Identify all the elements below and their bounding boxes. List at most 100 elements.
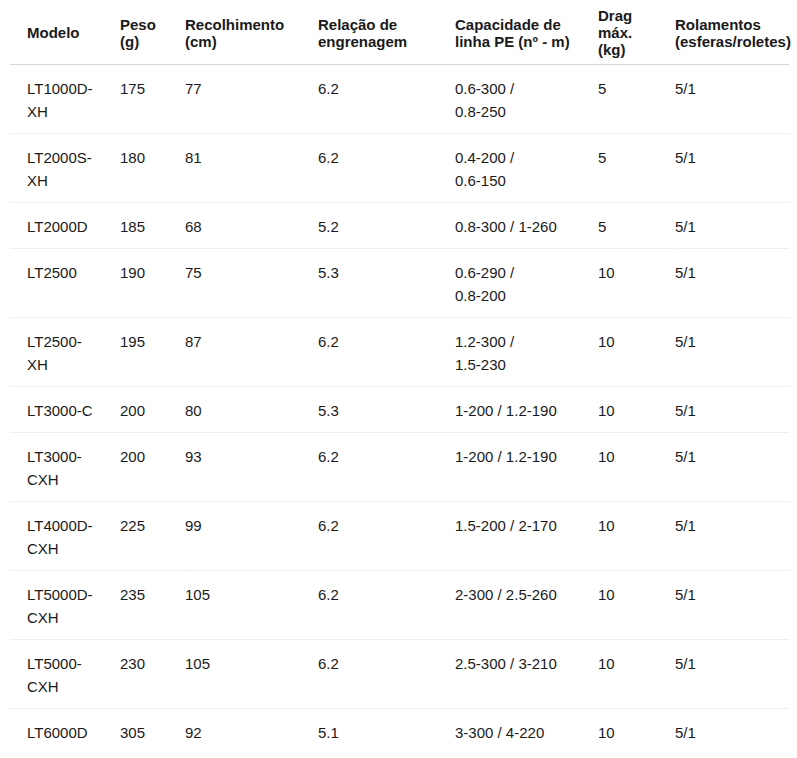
column-header-rolamentos: Rolamentos (esferas/roletes): [658, 0, 789, 65]
table-cell: 6.2: [301, 571, 438, 640]
table-cell: 230: [103, 640, 168, 709]
table-row: LT3000- CXH200936.21-200 / 1.2-190105/1: [10, 433, 789, 502]
table-cell: 195: [103, 318, 168, 387]
column-header-peso: Peso (g): [103, 0, 168, 65]
table-row: LT2000S- XH180816.20.4-200 / 0.6-15055/1: [10, 134, 789, 203]
table-cell: 68: [168, 203, 301, 249]
table-cell: 180: [103, 134, 168, 203]
table-cell: 5.1: [301, 709, 438, 755]
table-cell: LT2000S- XH: [10, 134, 103, 203]
table-cell: LT3000- CXH: [10, 433, 103, 502]
table-row: LT6000D305925.13-300 / 4-220105/1: [10, 709, 789, 755]
table-cell: 5/1: [658, 318, 789, 387]
table-cell: 1-200 / 1.2-190: [438, 387, 581, 433]
table-cell: 1.5-200 / 2-170: [438, 502, 581, 571]
table-cell: 0.8-300 / 1-260: [438, 203, 581, 249]
table-cell: LT6000D: [10, 709, 103, 755]
table-cell: 5.3: [301, 387, 438, 433]
table-cell: 105: [168, 571, 301, 640]
table-cell: 5/1: [658, 134, 789, 203]
table-cell: 6.2: [301, 433, 438, 502]
table-row: LT2500190755.30.6-290 / 0.8-200105/1: [10, 249, 789, 318]
table-cell: 10: [581, 640, 658, 709]
table-cell: LT1000D- XH: [10, 65, 103, 134]
table-cell: LT3000-C: [10, 387, 103, 433]
header-row: Modelo Peso (g) Recolhimento (cm) Relaçã…: [10, 0, 789, 65]
table-cell: 5.3: [301, 249, 438, 318]
table-header: Modelo Peso (g) Recolhimento (cm) Relaçã…: [10, 0, 789, 65]
table-cell: 6.2: [301, 134, 438, 203]
table-row: LT2500- XH195876.21.2-300 / 1.5-230105/1: [10, 318, 789, 387]
table-cell: LT2500: [10, 249, 103, 318]
table-cell: 10: [581, 502, 658, 571]
table-row: LT5000D- CXH2351056.22-300 / 2.5-260105/…: [10, 571, 789, 640]
column-header-relacao-engrenagem: Relação de engrenagem: [301, 0, 438, 65]
table-cell: LT5000- CXH: [10, 640, 103, 709]
table-cell: 10: [581, 387, 658, 433]
table-cell: 5/1: [658, 640, 789, 709]
table-cell: 5/1: [658, 387, 789, 433]
table-cell: 1-200 / 1.2-190: [438, 433, 581, 502]
table-cell: 99: [168, 502, 301, 571]
table-cell: 10: [581, 433, 658, 502]
table-cell: 10: [581, 571, 658, 640]
table-body: LT1000D- XH175776.20.6-300 / 0.8-25055/1…: [10, 65, 789, 755]
table-cell: 5/1: [658, 65, 789, 134]
table-cell: 5/1: [658, 433, 789, 502]
table-cell: 80: [168, 387, 301, 433]
reel-spec-page: Modelo Peso (g) Recolhimento (cm) Relaçã…: [0, 0, 797, 758]
table-cell: 5/1: [658, 249, 789, 318]
table-cell: 1.2-300 / 1.5-230: [438, 318, 581, 387]
table-cell: 305: [103, 709, 168, 755]
table-cell: 2.5-300 / 3-210: [438, 640, 581, 709]
table-cell: 6.2: [301, 502, 438, 571]
table-cell: 3-300 / 4-220: [438, 709, 581, 755]
column-header-capacidade-linha: Capacidade de linha PE (nº - m): [438, 0, 581, 65]
table-cell: 200: [103, 387, 168, 433]
table-cell: 93: [168, 433, 301, 502]
table-cell: 75: [168, 249, 301, 318]
table-cell: LT2000D: [10, 203, 103, 249]
table-cell: 2-300 / 2.5-260: [438, 571, 581, 640]
table-row: LT1000D- XH175776.20.6-300 / 0.8-25055/1: [10, 65, 789, 134]
table-cell: 0.6-300 / 0.8-250: [438, 65, 581, 134]
table-cell: 5/1: [658, 203, 789, 249]
table-row: LT2000D185685.20.8-300 / 1-26055/1: [10, 203, 789, 249]
column-header-drag-max: Drag máx. (kg): [581, 0, 658, 65]
table-cell: 5/1: [658, 709, 789, 755]
table-cell: 105: [168, 640, 301, 709]
table-cell: 0.6-290 / 0.8-200: [438, 249, 581, 318]
table-cell: 5: [581, 203, 658, 249]
table-cell: 6.2: [301, 65, 438, 134]
table-cell: 10: [581, 249, 658, 318]
table-cell: 5.2: [301, 203, 438, 249]
table-cell: 5/1: [658, 571, 789, 640]
table-cell: 81: [168, 134, 301, 203]
table-row: LT4000D- CXH225996.21.5-200 / 2-170105/1: [10, 502, 789, 571]
table-cell: 200: [103, 433, 168, 502]
table-cell: 5/1: [658, 502, 789, 571]
column-header-recolhimento: Recolhimento (cm): [168, 0, 301, 65]
table-cell: 6.2: [301, 318, 438, 387]
table-cell: LT2500- XH: [10, 318, 103, 387]
table-cell: 5: [581, 65, 658, 134]
table-row: LT5000- CXH2301056.22.5-300 / 3-210105/1: [10, 640, 789, 709]
table-cell: 10: [581, 709, 658, 755]
table-cell: 185: [103, 203, 168, 249]
table-cell: 0.4-200 / 0.6-150: [438, 134, 581, 203]
table-cell: 175: [103, 65, 168, 134]
table-cell: 5: [581, 134, 658, 203]
table-cell: 190: [103, 249, 168, 318]
table-cell: 225: [103, 502, 168, 571]
table-cell: 77: [168, 65, 301, 134]
column-header-modelo: Modelo: [10, 0, 103, 65]
reel-spec-table: Modelo Peso (g) Recolhimento (cm) Relaçã…: [10, 0, 789, 754]
table-cell: 87: [168, 318, 301, 387]
table-cell: 235: [103, 571, 168, 640]
table-row: LT3000-C200805.31-200 / 1.2-190105/1: [10, 387, 789, 433]
table-cell: LT5000D- CXH: [10, 571, 103, 640]
table-cell: 10: [581, 318, 658, 387]
table-cell: 6.2: [301, 640, 438, 709]
table-cell: LT4000D- CXH: [10, 502, 103, 571]
table-cell: 92: [168, 709, 301, 755]
